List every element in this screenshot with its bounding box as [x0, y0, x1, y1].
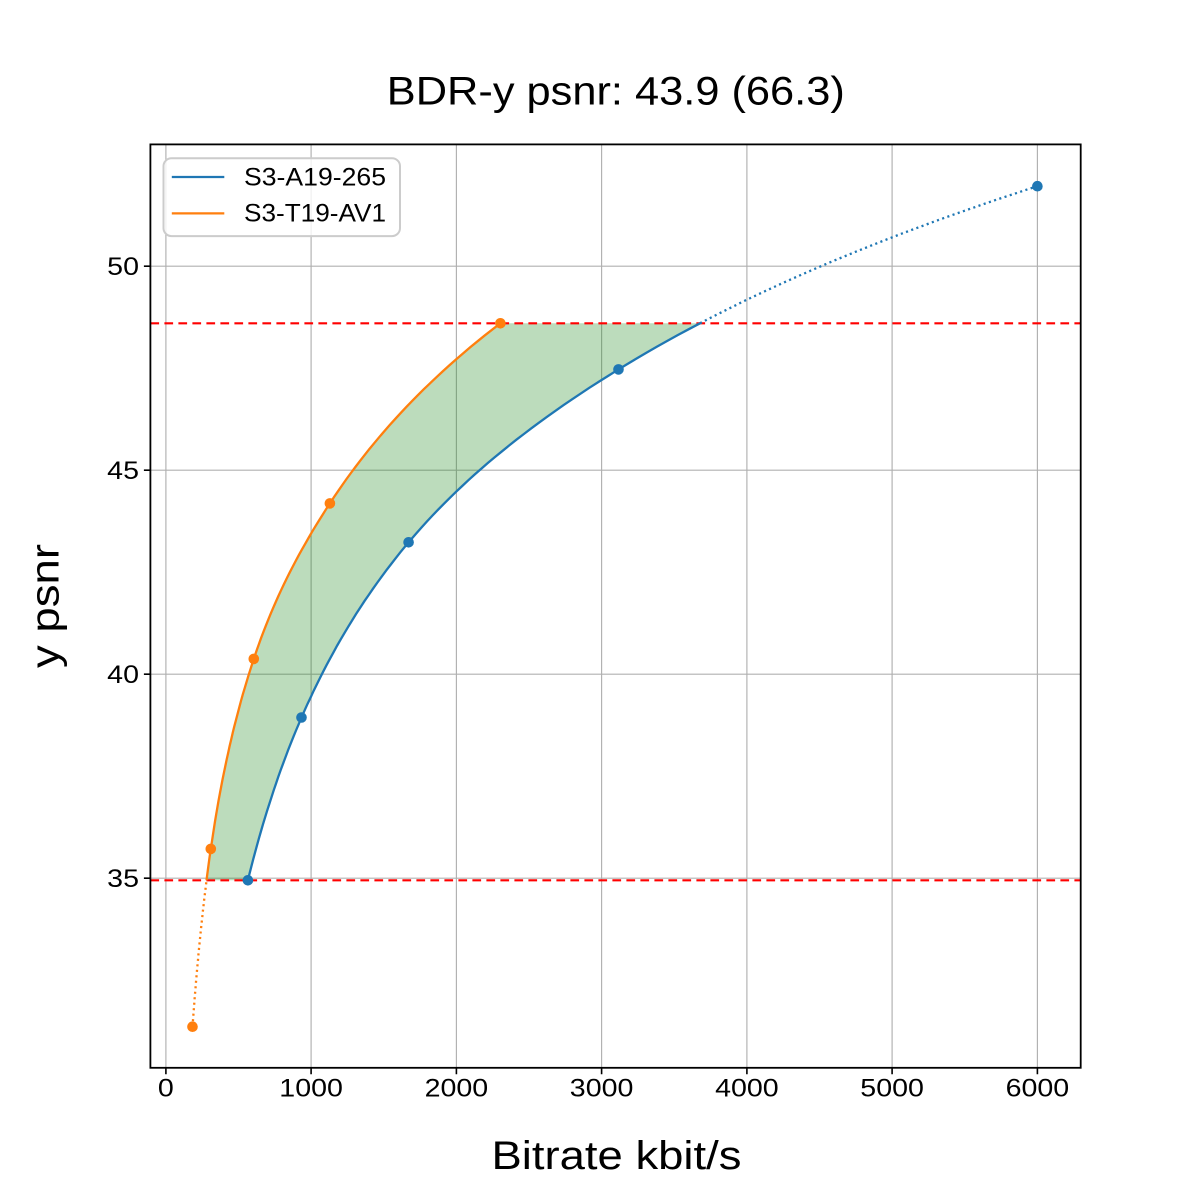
svg-text:4000: 4000 — [715, 1075, 779, 1103]
svg-text:3000: 3000 — [570, 1075, 634, 1103]
svg-text:50: 50 — [107, 253, 139, 281]
svg-text:6000: 6000 — [1006, 1075, 1070, 1103]
svg-text:Bitrate kbit/s: Bitrate kbit/s — [492, 1134, 742, 1178]
svg-text:35: 35 — [107, 865, 139, 893]
svg-text:45: 45 — [107, 457, 139, 485]
svg-text:S3-A19-265: S3-A19-265 — [244, 163, 386, 191]
svg-text:BDR-y psnr: 43.9 (66.3): BDR-y psnr: 43.9 (66.3) — [387, 70, 845, 114]
svg-text:0: 0 — [158, 1075, 174, 1103]
svg-text:S3-T19-AV1: S3-T19-AV1 — [244, 200, 386, 228]
svg-text:5000: 5000 — [860, 1075, 924, 1103]
svg-text:2000: 2000 — [425, 1075, 489, 1103]
svg-text:y psnr: y psnr — [23, 544, 67, 668]
svg-text:40: 40 — [107, 661, 139, 689]
svg-text:1000: 1000 — [279, 1075, 343, 1103]
